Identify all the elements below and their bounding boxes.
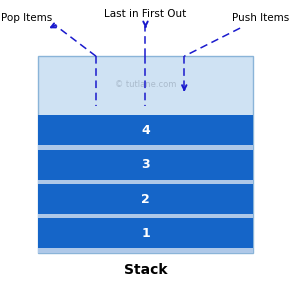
Text: Push Items: Push Items <box>232 13 290 23</box>
Bar <box>38 219 253 248</box>
Bar <box>38 214 253 219</box>
Text: © tutlane.com: © tutlane.com <box>115 80 176 89</box>
Text: 4: 4 <box>141 124 150 137</box>
Bar <box>38 248 253 253</box>
Text: 2: 2 <box>141 192 150 205</box>
Bar <box>38 180 253 184</box>
Text: 3: 3 <box>141 158 150 171</box>
Bar <box>38 56 253 253</box>
Bar <box>38 248 253 253</box>
Bar <box>38 184 253 214</box>
Text: Pop Items: Pop Items <box>1 13 53 23</box>
Bar <box>38 149 253 180</box>
Bar <box>38 145 253 149</box>
Text: Last in First Out: Last in First Out <box>104 9 187 19</box>
Text: 1: 1 <box>141 227 150 240</box>
Bar <box>38 115 253 145</box>
Text: Stack: Stack <box>124 263 167 277</box>
